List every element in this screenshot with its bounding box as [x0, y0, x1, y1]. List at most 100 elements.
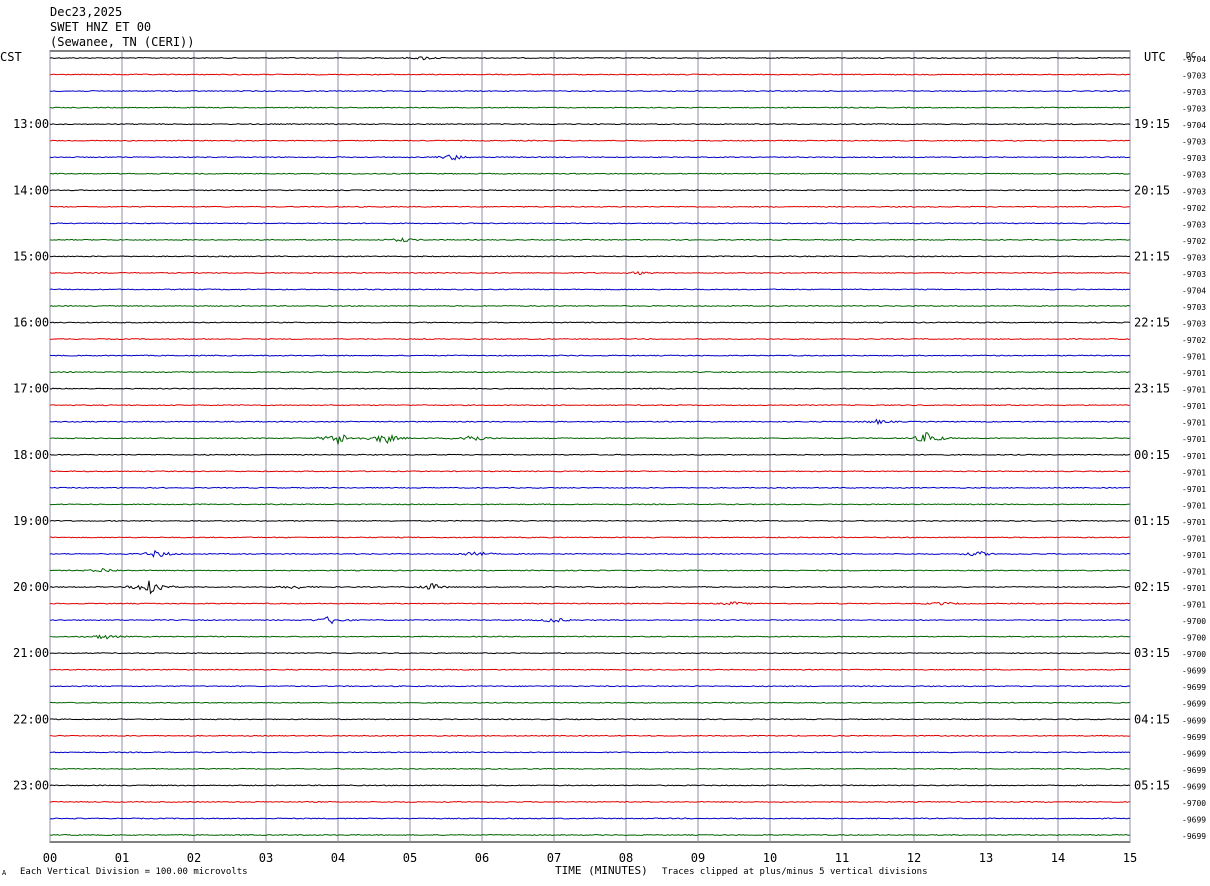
seismic-trace	[49, 154, 1131, 161]
seismic-trace	[49, 616, 1131, 625]
dc-offset-label: -9703	[1182, 220, 1206, 229]
dc-offset-label: -9704	[1182, 55, 1206, 64]
dc-offset-label: -9703	[1182, 72, 1206, 81]
dc-offset-label: -9701	[1182, 601, 1206, 610]
dc-offset-label: -9699	[1182, 782, 1206, 791]
x-tick-label: 04	[331, 851, 345, 865]
x-tick-label: 12	[907, 851, 921, 865]
dc-offset-label: -9699	[1182, 749, 1206, 758]
right-hour-label: 05:15	[1134, 778, 1170, 792]
x-tick-label: 01	[115, 851, 129, 865]
scale-note: Each Vertical Division = 100.00 microvol…	[20, 867, 248, 877]
dc-offset-label: -9704	[1182, 286, 1206, 295]
seismic-trace	[49, 418, 1131, 426]
seismic-trace	[49, 668, 1131, 671]
left-hour-label: 17:00	[13, 382, 49, 396]
x-axis-title: TIME (MINUTES)	[555, 864, 648, 877]
dc-offset-label: -9701	[1182, 419, 1206, 428]
seismic-trace	[49, 432, 1131, 445]
dc-header: DC	[1186, 51, 1196, 60]
x-tick-label: 13	[979, 851, 993, 865]
dc-offset-label: -9703	[1182, 303, 1206, 312]
dc-offset-label: -9701	[1182, 386, 1206, 395]
dc-offset-label: -9703	[1182, 138, 1206, 147]
seismic-trace	[49, 354, 1131, 357]
seismic-trace	[49, 486, 1131, 489]
seismic-trace	[49, 172, 1131, 175]
x-tick-label: 05	[403, 851, 417, 865]
seismic-trace	[49, 270, 1131, 276]
seismic-trace	[49, 255, 1131, 258]
dc-offset-label: -9701	[1182, 369, 1206, 378]
dc-offset-label: -9699	[1182, 733, 1206, 742]
left-zone-label: CST	[0, 50, 22, 64]
dc-offset-label: -9701	[1182, 518, 1206, 527]
left-hour-label: 19:00	[13, 514, 49, 528]
dc-offset-label: -9703	[1182, 171, 1206, 180]
x-tick-label: 15	[1123, 851, 1137, 865]
dc-offset-label: -9703	[1182, 270, 1206, 279]
seismic-trace	[49, 123, 1131, 126]
trace-group	[49, 56, 1131, 837]
right-hour-label: 02:15	[1134, 580, 1170, 594]
seismic-trace	[49, 56, 1131, 61]
clip-note: Traces clipped at plus/minus 5 vertical …	[662, 867, 928, 877]
dc-offset-label: -9702	[1182, 237, 1206, 246]
seismic-trace	[49, 371, 1131, 374]
seismic-trace	[49, 767, 1131, 770]
plot-frame	[49, 50, 1131, 843]
seismic-trace	[49, 288, 1131, 291]
dc-offset-label: -9701	[1182, 468, 1206, 477]
dc-offset-label: -9699	[1182, 815, 1206, 824]
station-code: SWET HNZ ET 00	[50, 20, 152, 34]
x-tick-label: 11	[835, 851, 849, 865]
dc-offset-label: -9700	[1182, 650, 1206, 659]
left-hour-label: 23:00	[13, 778, 49, 792]
seismic-trace	[49, 404, 1131, 407]
x-tick-label: 07	[547, 851, 561, 865]
dc-offset-label: -9699	[1182, 716, 1206, 725]
left-hour-label: 22:00	[13, 712, 49, 726]
dc-offset-label: -9700	[1182, 617, 1206, 626]
right-hour-label: 01:15	[1134, 514, 1170, 528]
dc-offset-label: -9701	[1182, 485, 1206, 494]
right-zone-label: UTC	[1144, 50, 1166, 64]
axis-label-group: 00 01 02 03 04 05 06 07 08 09 10 11 12 13 14 15 -9704 -97…	[13, 55, 1206, 865]
dc-offset-label: -9701	[1182, 584, 1206, 593]
seismic-trace	[49, 580, 1131, 595]
seismic-trace	[49, 549, 1131, 558]
dc-offset-label: -9700	[1182, 799, 1206, 808]
seismic-trace	[49, 338, 1131, 341]
left-hour-label: 14:00	[13, 183, 49, 197]
x-tick-label: 02	[187, 851, 201, 865]
left-hour-label: 13:00	[13, 117, 49, 131]
seismic-trace	[49, 321, 1131, 324]
seismic-trace	[49, 106, 1131, 109]
dc-offset-label: -9701	[1182, 501, 1206, 510]
left-hour-label: 15:00	[13, 249, 49, 263]
dc-offset-label: -9701	[1182, 567, 1206, 576]
dc-offset-label: -9704	[1182, 121, 1206, 130]
seismic-trace	[49, 734, 1131, 737]
x-tick-label: 09	[691, 851, 705, 865]
right-hour-label: 19:15	[1134, 117, 1170, 131]
dc-offset-label: -9703	[1182, 187, 1206, 196]
seismic-trace	[49, 685, 1131, 688]
seismic-trace	[49, 718, 1131, 721]
right-hour-label: 20:15	[1134, 183, 1170, 197]
seismic-trace	[49, 817, 1131, 820]
seismic-trace	[49, 701, 1131, 704]
seismic-trace	[49, 304, 1131, 307]
dc-offset-label: -9699	[1182, 667, 1206, 676]
corner-mark: A	[2, 869, 7, 877]
right-hour-label: 00:15	[1134, 448, 1170, 462]
dc-offset-label: -9701	[1182, 353, 1206, 362]
plot-grid	[49, 50, 1131, 843]
seismic-trace	[49, 519, 1131, 522]
seismic-trace	[49, 470, 1131, 473]
seismic-trace	[49, 784, 1131, 787]
left-hour-label: 21:00	[13, 646, 49, 660]
seismic-trace	[49, 536, 1131, 539]
left-hour-label: 20:00	[13, 580, 49, 594]
